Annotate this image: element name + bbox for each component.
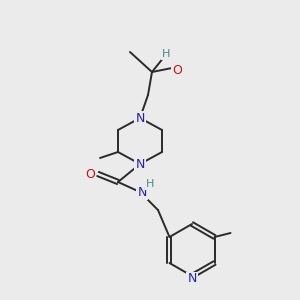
Text: N: N [135, 112, 145, 124]
Text: H: H [162, 49, 170, 59]
Text: O: O [172, 64, 182, 76]
Text: H: H [146, 179, 154, 189]
Text: N: N [187, 272, 197, 286]
Text: N: N [135, 158, 145, 170]
Text: N: N [137, 185, 147, 199]
Text: O: O [85, 167, 95, 181]
